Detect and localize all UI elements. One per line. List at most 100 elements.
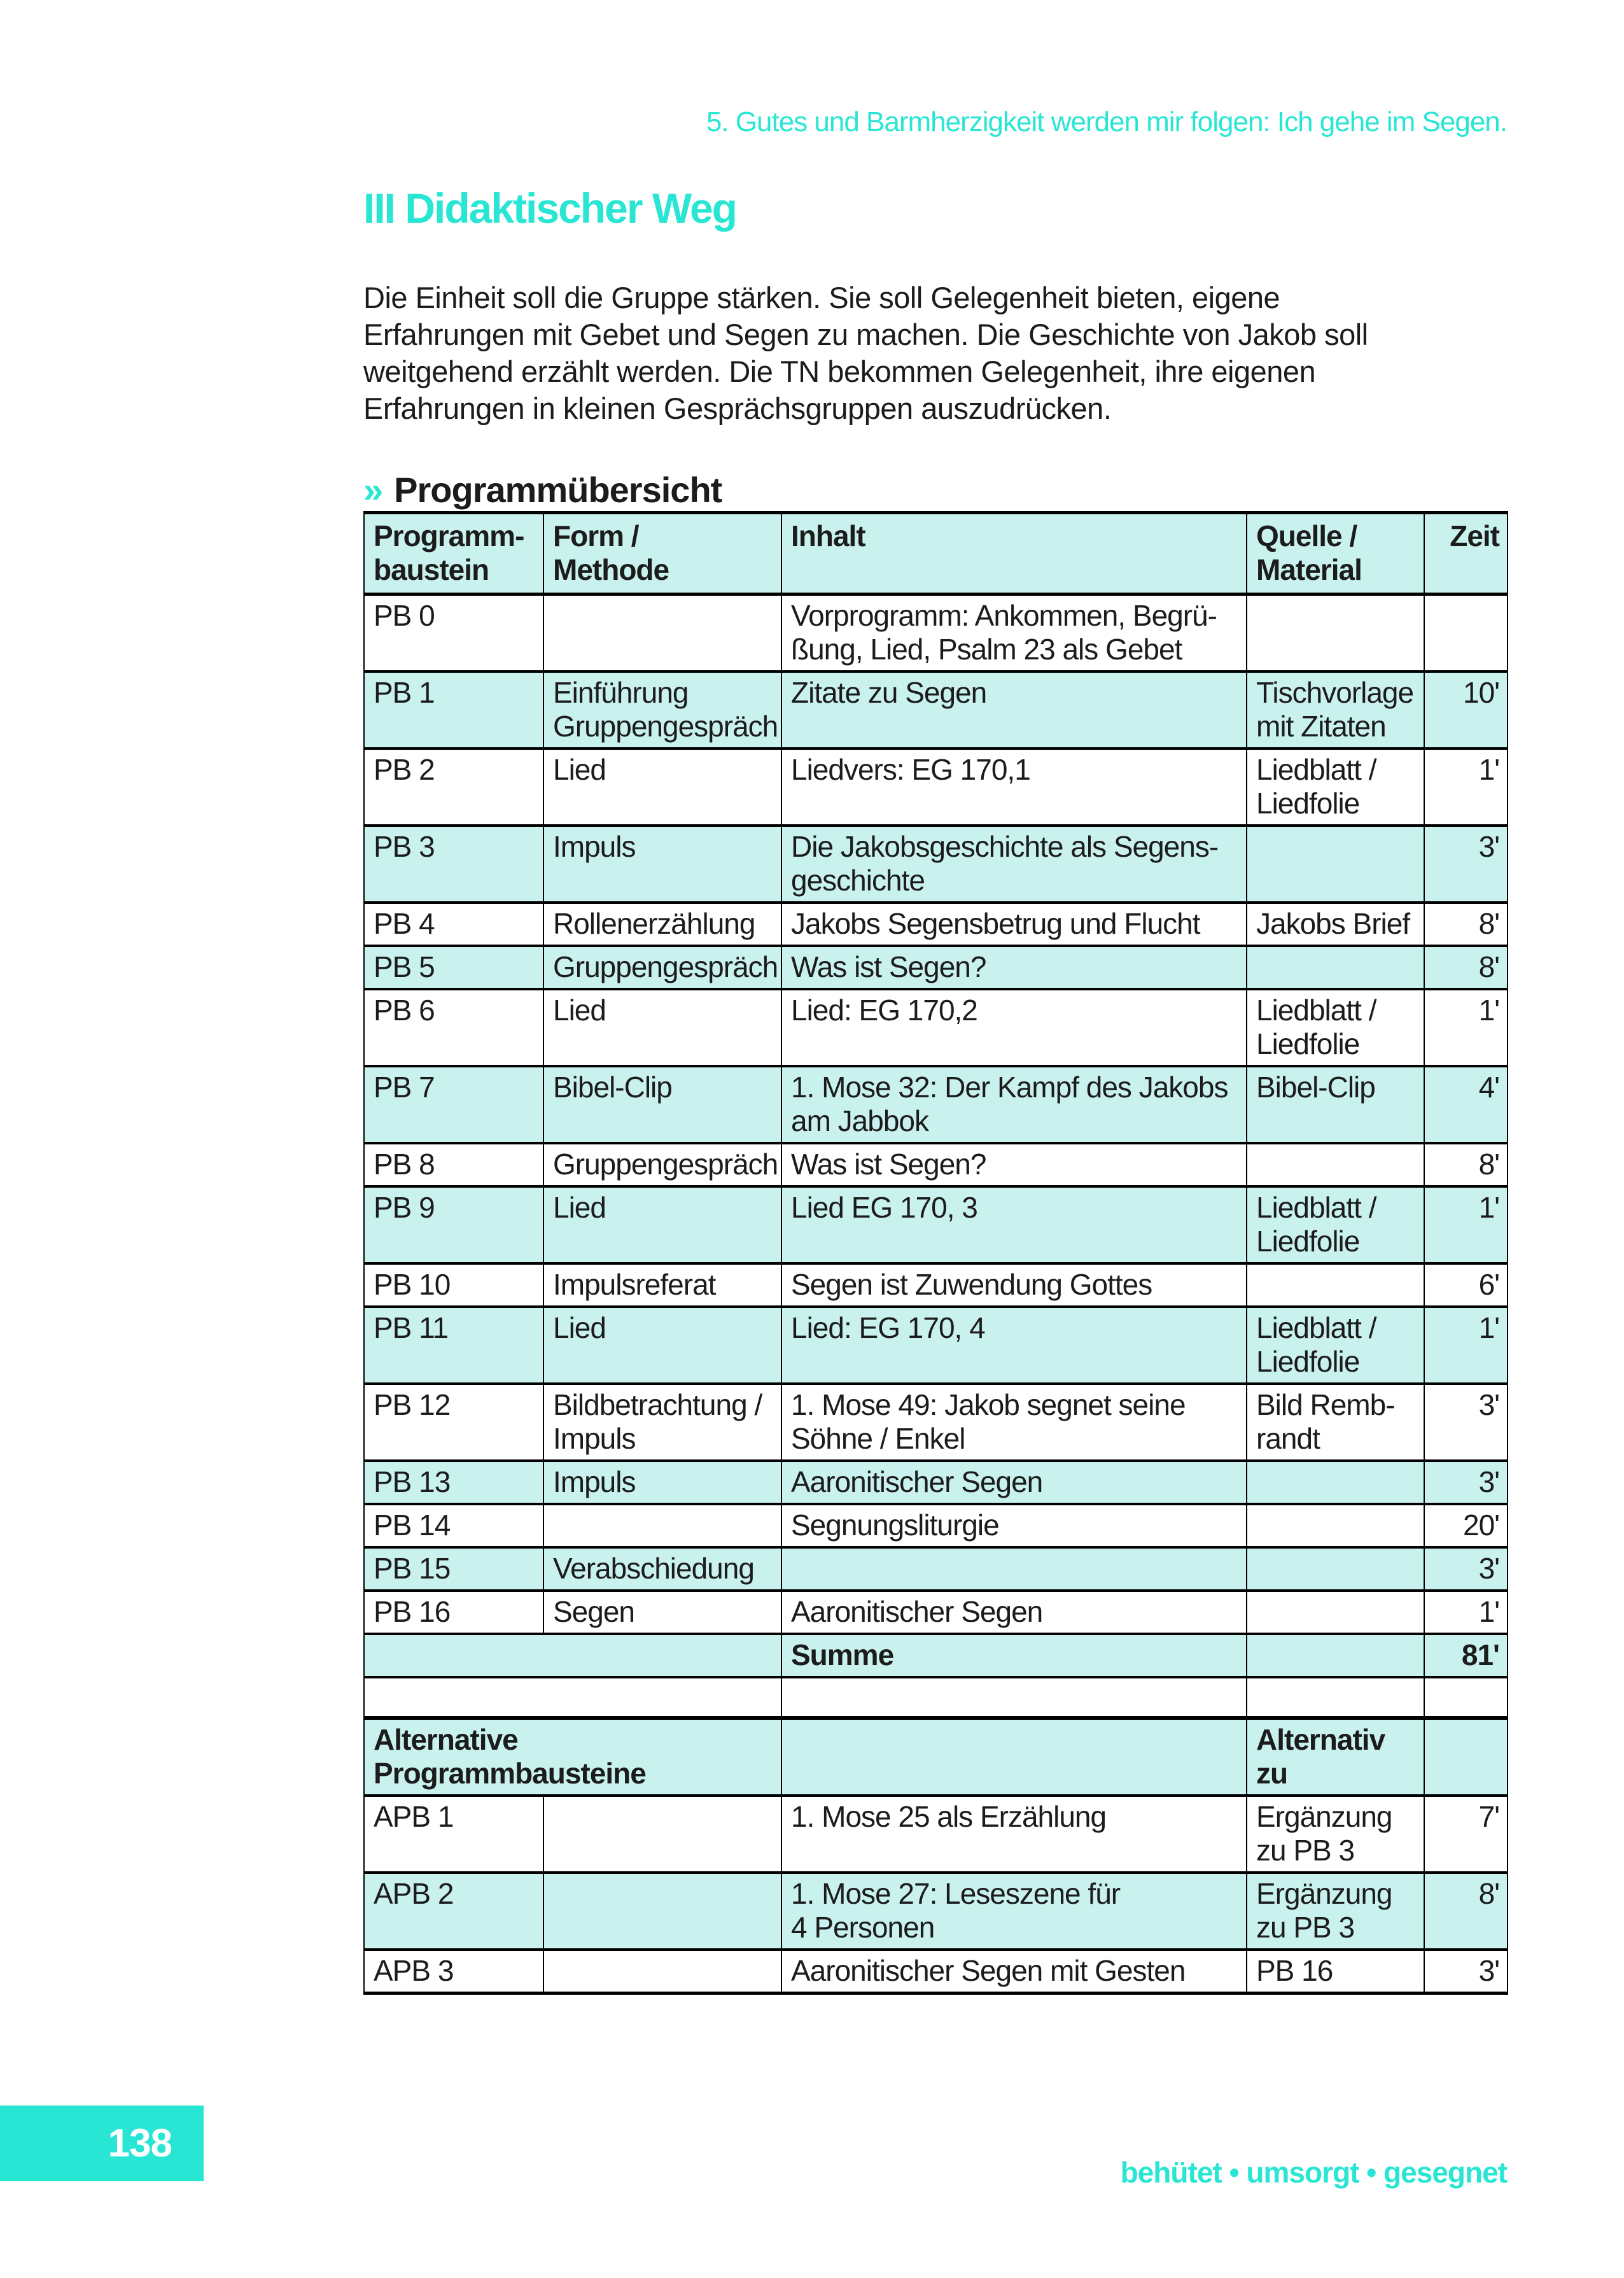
table-body: PB 0 Vorprogramm: Ankommen, Begrü- ßung, … (363, 593, 1508, 1993)
table-header-row: Programm- baustein Form / Methode Inhalt… (363, 512, 1508, 596)
cell-id: PB 11 (363, 1305, 544, 1384)
cell-quelle: Jakobs Brief (1246, 901, 1425, 946)
cell-inhalt: Liedvers: EG 170,1 (781, 747, 1247, 826)
cell-id: PB 0 (363, 593, 544, 671)
cell-id: PB 12 (363, 1382, 544, 1461)
table-header: Programm- baustein Form / Methode Inhalt… (363, 512, 1508, 596)
cell-quelle (1246, 1503, 1425, 1547)
cell-inhalt: 1. Mose 25 als Erzählung (781, 1794, 1247, 1873)
cell-inhalt: Aaronitischer Segen mit Gesten (781, 1948, 1247, 1993)
cell-quelle: Liedblatt / Liedfolie (1246, 747, 1425, 826)
cell-id: APB 1 (363, 1794, 544, 1873)
cell-inhalt: Aaronitischer Segen (781, 1589, 1247, 1634)
cell-form: Lied (543, 1305, 782, 1384)
cell-form (543, 593, 782, 671)
cell-form: Segen (543, 1589, 782, 1634)
cell-form: Gruppengespräch (543, 945, 782, 989)
table-row: PB 3 Impuls Die Jakobsgeschichte als Segen… (363, 824, 1508, 903)
cell-form: Lied (543, 747, 782, 826)
cell-zeit: 8' (1424, 1142, 1508, 1186)
cell-form: Rollenerzählung (543, 901, 782, 946)
cell-quelle (1246, 1142, 1425, 1186)
cell-form: Bildbetrachtung / Impuls (543, 1382, 782, 1461)
column-header-inhalt: Inhalt (781, 512, 1247, 596)
cell-zeit: 7' (1424, 1794, 1508, 1873)
cell-zeit: 6' (1424, 1262, 1508, 1307)
cell-inhalt: Was ist Segen? (781, 1142, 1247, 1186)
page-number: 138 (108, 2121, 172, 2165)
cell-quelle (1246, 1676, 1425, 1718)
cell-id: PB 15 (363, 1546, 544, 1591)
cell-zeit: 1' (1424, 988, 1508, 1066)
cell-quelle (1246, 945, 1425, 989)
cell-id: PB 3 (363, 824, 544, 903)
cell-id: Alternative Programmbausteine (363, 1716, 782, 1796)
cell-inhalt: Die Jakobsgeschichte als Segens- geschic… (781, 824, 1247, 903)
cell-inhalt: 1. Mose 49: Jakob segnet seine Söhne / E… (781, 1382, 1247, 1461)
cell-form: Impuls (543, 1459, 782, 1504)
intro-paragraph: Die Einheit soll die Gruppe stärken. Sie… (363, 281, 1368, 425)
running-header: 5. Gutes und Barmherzigkeit werden mir f… (706, 106, 1508, 137)
cell-zeit: 3' (1424, 1382, 1508, 1461)
cell-zeit: 4' (1424, 1065, 1508, 1143)
table-row: PB 0 Vorprogramm: Ankommen, Begrü- ßung, … (363, 593, 1508, 671)
table-row (363, 1676, 1508, 1718)
cell-zeit: 3' (1424, 1459, 1508, 1504)
cell-inhalt (781, 1716, 1247, 1796)
cell-id: PB 4 (363, 901, 544, 946)
cell-id: PB 16 (363, 1589, 544, 1634)
cell-id: PB 5 (363, 945, 544, 989)
cell-id: PB 14 (363, 1503, 544, 1547)
table-row: PB 9 Lied Lied EG 170, 3 Liedblatt / Liedfo… (363, 1185, 1508, 1263)
cell-zeit: 1' (1424, 1589, 1508, 1634)
cell-quelle: Bild Remb- randt (1246, 1382, 1425, 1461)
cell-quelle: Liedblatt / Liedfolie (1246, 1305, 1425, 1384)
cell-zeit: 1' (1424, 1305, 1508, 1384)
table-row: PB 13 Impuls Aaronitischer Segen 3' (363, 1459, 1508, 1504)
cell-inhalt: Lied EG 170, 3 (781, 1185, 1247, 1263)
table-row: PB 2 Lied Liedvers: EG 170,1 Liedblatt / Li… (363, 747, 1508, 826)
cell-quelle: Ergänzung zu PB 3 (1246, 1871, 1425, 1950)
cell-quelle (1246, 1633, 1425, 1677)
cell-quelle: PB 16 (1246, 1948, 1425, 1993)
cell-inhalt: 1. Mose 27: Leseszene für 4 Personen (781, 1871, 1247, 1950)
cell-id: PB 9 (363, 1185, 544, 1263)
cell-form: Einführung Gruppengespräch (543, 670, 782, 749)
section-title: Programmübersicht (394, 470, 722, 510)
chapter-title: III Didaktischer Weg (363, 185, 738, 232)
cell-quelle: Bibel-Clip (1246, 1065, 1425, 1143)
cell-inhalt (781, 1546, 1247, 1591)
cell-id: APB 3 (363, 1948, 544, 1993)
cell-inhalt: 1. Mose 32: Der Kampf des Jakobs am Jabb… (781, 1065, 1247, 1143)
cell-zeit: 8' (1424, 1871, 1508, 1950)
cell-quelle (1246, 1589, 1425, 1634)
column-header-quelle-material: Quelle / Material (1246, 512, 1425, 596)
column-header-form-methode: Form / Methode (543, 512, 782, 596)
table-row: Summe 81' (363, 1633, 1508, 1677)
cell-inhalt: Summe (781, 1633, 1247, 1677)
cell-id: PB 10 (363, 1262, 544, 1307)
double-chevron-icon: » (363, 470, 383, 510)
cell-id: PB 6 (363, 988, 544, 1066)
cell-id: PB 1 (363, 670, 544, 749)
table-row: PB 12 Bildbetrachtung / Impuls 1. Mose 49:… (363, 1382, 1508, 1461)
cell-zeit: 3' (1424, 1948, 1508, 1993)
table-row: PB 1 Einführung Gruppengespräch Zitate zu … (363, 670, 1508, 749)
cell-id (363, 1633, 782, 1677)
cell-id: PB 13 (363, 1459, 544, 1504)
cell-id: PB 7 (363, 1065, 544, 1143)
table-row: Alternative Programmbausteine Alternativ … (363, 1716, 1508, 1796)
cell-form: Gruppengespräch (543, 1142, 782, 1186)
cell-zeit: 1' (1424, 1185, 1508, 1263)
cell-quelle (1246, 1546, 1425, 1591)
cell-inhalt: Jakobs Segensbetrug und Flucht (781, 901, 1247, 946)
table-row: PB 7 Bibel-Clip 1. Mose 32: Der Kampf des … (363, 1065, 1508, 1143)
cell-quelle (1246, 1459, 1425, 1504)
cell-inhalt: Segen ist Zuwendung Gottes (781, 1262, 1247, 1307)
cell-zeit (1424, 1676, 1508, 1718)
cell-form: Impulsreferat (543, 1262, 782, 1307)
table-row: PB 5 Gruppengespräch Was ist Segen? 8' (363, 945, 1508, 989)
cell-inhalt: Lied: EG 170,2 (781, 988, 1247, 1066)
cell-zeit: 1' (1424, 747, 1508, 826)
